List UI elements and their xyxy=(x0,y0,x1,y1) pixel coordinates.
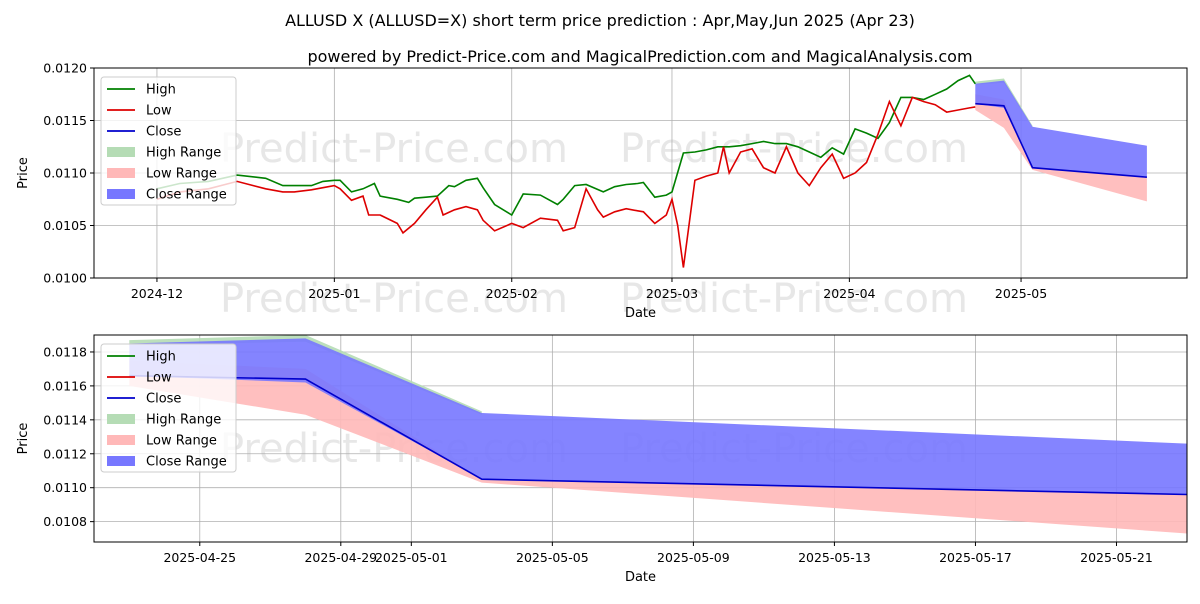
legend-label-high-range: High Range xyxy=(146,413,221,428)
chart-title: ALLUSD X (ALLUSD=X) short term price pre… xyxy=(285,11,915,30)
watermark-text: Predict-Price.com xyxy=(220,276,568,322)
x-tick-label: 2025-04-25 xyxy=(163,550,236,565)
legend-label-close: Close xyxy=(146,125,181,140)
x-tick-label: 2025-03 xyxy=(646,286,698,301)
legend-swatch-high-range xyxy=(107,147,135,157)
watermark-text: Predict-Price.com xyxy=(620,276,968,322)
x-tick-label: 2025-05-01 xyxy=(375,550,448,565)
legend-label-low-range: Low Range xyxy=(146,434,217,449)
legend-swatch-high-range xyxy=(107,414,135,424)
y-tick-label: 0.0112 xyxy=(43,446,87,461)
y-axis-label: Price xyxy=(16,157,31,189)
x-tick-label: 2025-05-17 xyxy=(939,550,1012,565)
legend-label-close: Close xyxy=(146,392,181,407)
legend-label-low: Low xyxy=(146,371,172,386)
legend-swatch-close-range xyxy=(107,456,135,466)
y-tick-label: 0.0115 xyxy=(43,113,87,128)
legend: High Low Close High Range Low Range Close Ran… xyxy=(100,343,237,473)
y-tick-label: 0.0108 xyxy=(43,514,87,529)
y-tick-label: 0.0100 xyxy=(43,271,87,286)
legend-label-low-range: Low Range xyxy=(146,167,217,182)
y-tick-label: 0.0114 xyxy=(43,412,87,427)
legend-label-high-range: High Range xyxy=(146,146,221,161)
history-chart-panel: 2024-12 2025-01 2025-02 2025-03 2025-04 2025-… xyxy=(16,61,1188,321)
legend-swatch-low-range xyxy=(107,168,135,178)
legend-swatch-low-range xyxy=(107,435,135,445)
close-range-band xyxy=(129,338,1187,495)
legend: High Low Close High Range Low Range Close Ran… xyxy=(100,76,237,206)
watermark-text: Predict-Price.com xyxy=(220,126,568,172)
y-tick-label: 0.0110 xyxy=(43,166,87,181)
x-axis-label: Date xyxy=(625,570,656,585)
x-tick-label: 2025-05-21 xyxy=(1080,550,1153,565)
plot-frame xyxy=(93,334,1188,543)
x-tick-label: 2025-04 xyxy=(823,286,875,301)
x-tick-label: 2025-05-13 xyxy=(798,550,871,565)
low-range-band xyxy=(975,94,1147,202)
high-series-line xyxy=(156,74,976,217)
x-axis-label: Date xyxy=(625,306,656,321)
x-tick-label: 2025-05 xyxy=(995,286,1047,301)
low-range-band xyxy=(129,360,1187,534)
legend-label-close-range: Close Range xyxy=(146,188,227,203)
legend-swatch-close-range xyxy=(107,189,135,199)
low-series-line xyxy=(156,96,976,268)
close-range-band xyxy=(975,80,1147,178)
chart-subtitle: powered by Predict-Price.com and Magical… xyxy=(307,47,972,66)
legend-label-close-range: Close Range xyxy=(146,455,227,470)
legend-label-high: High xyxy=(146,350,176,365)
x-tick-label: 2025-02 xyxy=(486,286,538,301)
legend-label-low: Low xyxy=(146,104,172,119)
close-series-line xyxy=(975,102,1147,178)
x-tick-label: 2025-04-29 xyxy=(304,550,377,565)
x-tick-label: 2025-05-09 xyxy=(657,550,730,565)
x-tick-label: 2025-01 xyxy=(308,286,360,301)
y-tick-label: 0.0116 xyxy=(43,378,87,393)
y-tick-label: 0.0118 xyxy=(43,344,87,359)
x-tick-label: 2025-05-05 xyxy=(516,550,589,565)
y-tick-label: 0.0110 xyxy=(43,480,87,495)
x-tick-label: 2024-12 xyxy=(131,286,183,301)
y-axis-label: Price xyxy=(16,423,31,455)
y-tick-label: 0.0120 xyxy=(43,61,87,76)
plot-area xyxy=(156,74,1147,268)
y-tick-label: 0.0105 xyxy=(43,218,87,233)
legend-label-high: High xyxy=(146,83,176,98)
